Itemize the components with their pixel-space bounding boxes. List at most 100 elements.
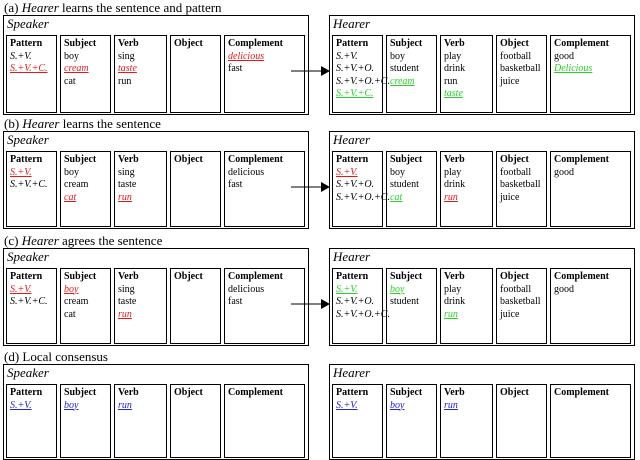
list-item: play [444, 166, 462, 178]
column-object: Object [170, 384, 221, 458]
section-title-suffix: learns the sentence and pattern [58, 0, 222, 15]
list-item: S.+V. [336, 50, 358, 62]
list-item: juice [500, 191, 520, 203]
column-header: Pattern [10, 38, 43, 49]
column-header: Verb [118, 271, 139, 282]
list-item: cream [64, 63, 89, 74]
list-item: juice [500, 308, 520, 320]
column-header: Subject [64, 271, 97, 282]
list-item: S.+V. [336, 283, 358, 295]
list-item: sing [118, 166, 135, 178]
hearer-label: Hearer [333, 132, 371, 147]
speaker-panel: Speaker Pattern S.+V. S.+V.+C. Subject boy cre… [3, 15, 309, 115]
list-item: student [390, 179, 419, 190]
column-subject: Subject boy cream cat [60, 35, 111, 113]
list-item: boy [64, 50, 79, 62]
column-header: Object [500, 154, 529, 165]
hearer-panel: Hearer Pattern S.+V. S.+V.+O. S.+V.+O.+C. Sub… [329, 248, 635, 346]
column-subject: Subject boy [60, 384, 111, 458]
list-item: sing [118, 283, 135, 295]
column-header: Object [500, 38, 529, 49]
hearer-label: Hearer [333, 16, 371, 31]
list-item: taste [118, 63, 137, 74]
section-title-prefix: (c) [4, 233, 22, 248]
speaker-label: Speaker [7, 365, 49, 380]
hearer-panel: Hearer Pattern S.+V. S.+V.+O. S.+V.+O.+C. Sub… [329, 131, 635, 229]
column-verb: Verb sing taste run [114, 151, 167, 227]
column-verb: Verb sing taste run [114, 35, 167, 113]
column-pattern: Pattern S.+V. S.+V.+O. S.+V.+O.+C. S.+V.+C. [332, 35, 390, 113]
list-item: drink [444, 63, 466, 74]
hearer-panel: Hearer Pattern S.+V. S.+V.+O. S.+V.+O.+C. S.+… [329, 15, 635, 115]
column-header: Pattern [10, 154, 43, 165]
list-item: fast [228, 63, 243, 74]
list-item: S.+V.+C. [10, 296, 48, 307]
list-item: taste [118, 296, 137, 307]
list-item: cream [64, 296, 89, 307]
column-header: Complement [554, 387, 609, 398]
list-item: run [118, 399, 132, 411]
column-subject: Subject boy student [386, 268, 437, 344]
list-item: boy [390, 50, 405, 62]
column-complement: Complement delicious fast [224, 151, 305, 227]
column-pattern: Pattern S.+V. S.+V.+O. S.+V.+O.+C. [332, 151, 390, 227]
list-item: run [444, 191, 458, 203]
column-header: Object [174, 154, 203, 165]
section-title-suffix: Local consensus [22, 349, 108, 364]
column-object: Object football basketball juice [496, 268, 547, 344]
list-item: cat [64, 75, 76, 87]
column-subject: Subject boy cream cat [60, 151, 111, 227]
column-object: Object [170, 35, 221, 113]
column-object: Object football basketball juice [496, 151, 547, 227]
list-item: basketball [500, 296, 541, 307]
list-item: boy [390, 399, 405, 411]
list-item: good [554, 166, 574, 178]
list-item: cat [64, 308, 76, 320]
list-item: boy [390, 283, 405, 295]
list-item: S.+V. [10, 50, 32, 62]
section-title-prefix: (d) [4, 349, 23, 364]
list-item: good [554, 50, 574, 62]
list-item: football [500, 50, 532, 62]
list-item: run [118, 191, 132, 203]
list-item: S.+V.+O. [336, 296, 375, 307]
column-pattern: Pattern S.+V. S.+V.+C. [6, 268, 57, 344]
speaker-panel: Speaker Pattern S.+V. S.+V.+C. Subject boy cre… [3, 131, 309, 229]
column-header: Pattern [336, 154, 369, 165]
column-header: Subject [390, 154, 423, 165]
list-item: S.+V. [10, 283, 32, 295]
list-item: S.+V.+C. [10, 179, 48, 190]
column-header: Object [174, 271, 203, 282]
column-object: Object [170, 268, 221, 344]
section-title-role: Hearer [21, 0, 59, 15]
list-item: run [118, 308, 132, 320]
list-item: S.+V. [10, 399, 32, 411]
column-complement: Complement delicious fast [224, 35, 305, 113]
transfer-arrow-icon [291, 299, 330, 309]
column-object: Object football basketball juice [496, 35, 547, 113]
column-header: Complement [228, 154, 283, 165]
column-header: Subject [390, 271, 423, 282]
column-subject: Subject boy student cream [386, 35, 437, 113]
list-item: boy [64, 283, 79, 295]
section-title-prefix: (b) [4, 116, 23, 131]
column-pattern: Pattern S.+V. [6, 384, 57, 458]
list-item: drink [444, 296, 466, 307]
column-header: Complement [228, 38, 283, 49]
column-pattern: Pattern S.+V. S.+V.+O. S.+V.+O.+C. [332, 268, 390, 344]
column-header: Verb [118, 387, 139, 398]
column-subject: Subject boy cream cat [60, 268, 111, 344]
list-item: S.+V.+O.+C. [336, 75, 390, 87]
list-item: sing [118, 50, 135, 62]
list-item: run [444, 399, 458, 411]
list-item: cream [64, 179, 89, 190]
list-item: S.+V. [10, 166, 32, 178]
speaker-label: Speaker [7, 16, 49, 31]
column-header: Subject [390, 387, 423, 398]
list-item: student [390, 296, 419, 307]
section-title: (d) Local consensus [4, 349, 108, 365]
hearer-label: Hearer [333, 249, 371, 264]
column-header: Pattern [10, 271, 43, 282]
column-header: Complement [554, 271, 609, 282]
section-title-suffix: agrees the sentence [58, 233, 163, 248]
